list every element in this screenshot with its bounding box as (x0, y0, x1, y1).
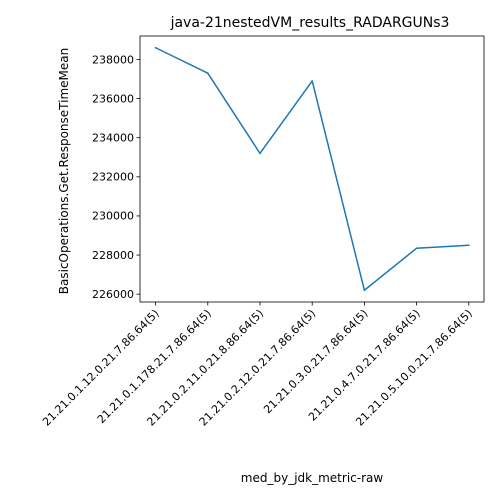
data-point (259, 152, 261, 155)
y-tick-label: 232000 (92, 171, 134, 184)
y-tick-label: 226000 (92, 288, 134, 301)
data-point (206, 72, 209, 75)
data-point (467, 244, 470, 247)
y-tick-label: 230000 (92, 210, 134, 223)
chart-title: java-21nestedVM_results_RADARGUNs3 (170, 15, 450, 31)
data-point (311, 80, 314, 82)
x-tick-label: 21.21.0.3.0.21.7.86.64(5) (261, 307, 370, 416)
y-tick-label: 228000 (92, 249, 134, 262)
series-line (155, 47, 469, 292)
data-point (415, 247, 418, 250)
y-tick-label: 236000 (92, 92, 134, 105)
data-point (363, 289, 366, 292)
plot-area: 226000 228000 230000 232000 234000 236000 2380… (40, 35, 485, 429)
plot-frame (139, 35, 485, 303)
data-point (154, 46, 157, 49)
x-axis-label: med_by_jdk_metric-raw (241, 471, 384, 485)
y-tick-label: 238000 (92, 53, 134, 66)
x-tick-label: 21.21.0.4.7.0.21.7.86.64(5) (306, 307, 423, 424)
y-axis-label: BasicOperations.Get.ResponseTimeMean (57, 48, 71, 294)
y-tick-label: 234000 (92, 132, 134, 145)
x-tick-label: 21.21.0.5.10.0.21.7.86.64(5) (353, 307, 475, 429)
